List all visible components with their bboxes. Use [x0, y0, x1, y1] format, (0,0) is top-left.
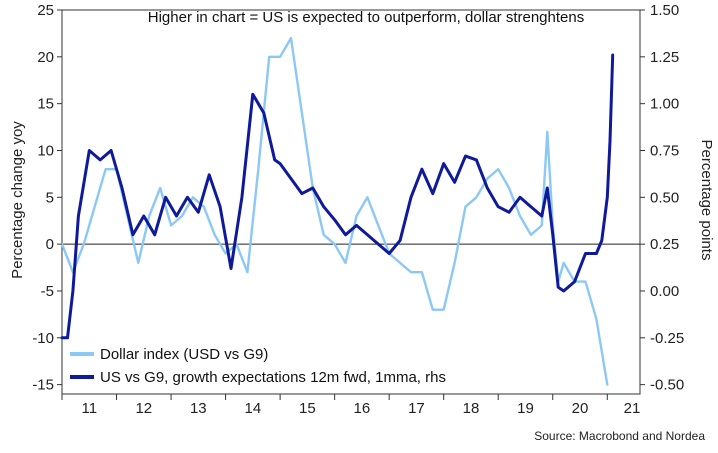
- right-tick-label: 0.00: [650, 283, 679, 300]
- x-tick-label: 21: [624, 400, 641, 417]
- right-tick-label: -0.25: [650, 330, 684, 347]
- right-tick-label: -0.50: [650, 377, 684, 394]
- right-tick-label: 1.50: [650, 2, 679, 19]
- right-tick-label: 1.00: [650, 96, 679, 113]
- legend-label-dollar-index: Dollar index (USD vs G9): [100, 346, 268, 363]
- left-tick-label: -5: [41, 283, 54, 300]
- right-tick-label: 0.50: [650, 189, 679, 206]
- legend-label-growth-expectations: US vs G9, growth expectations 12m fwd, 1…: [100, 369, 446, 386]
- left-tick-label: 20: [37, 49, 54, 66]
- right-tick-label: 0.75: [650, 142, 679, 159]
- right-y-ticks: 1.50 1.25 1.00 0.75 0.50 0.25 0.00 -0.25 -0.50: [640, 2, 684, 394]
- plot-border: [61, 9, 641, 395]
- x-tick-label: 11: [81, 400, 97, 417]
- legend: Dollar index (USD vs G9) US vs G9, growt…: [70, 346, 446, 386]
- x-tick-label: 14: [245, 400, 262, 417]
- left-tick-label: -15: [32, 377, 54, 394]
- x-tick-label: 16: [354, 400, 371, 417]
- series-line-growth-expectations: [60, 53, 615, 340]
- right-axis-title: Percentage points: [698, 140, 715, 261]
- series-layer: [60, 36, 615, 386]
- plot-frame: [61, 9, 641, 395]
- x-tick-label: 13: [190, 400, 207, 417]
- x-tick-label: 20: [572, 400, 589, 417]
- x-tick-label: 15: [299, 400, 316, 417]
- x-tick-label: 17: [408, 400, 425, 417]
- x-tick-label: 19: [517, 400, 534, 417]
- x-tick-label: 12: [135, 400, 152, 417]
- source-note: Source: Macrobond and Nordea: [534, 429, 705, 443]
- right-tick-label: 1.25: [650, 49, 679, 66]
- x-tick-label: 18: [463, 400, 480, 417]
- left-y-ticks: 25 20 15 10 5 0 -5 -10 -15: [32, 2, 62, 394]
- chart-annotation: Higher in chart = US is expected to outp…: [148, 9, 584, 26]
- left-axis-title: Percentage change yoy: [9, 121, 26, 279]
- left-tick-label: 25: [37, 2, 54, 19]
- x-ticks: 11 12 13 14 15 16 17 18 19 20 21: [61, 394, 641, 417]
- left-tick-label: 15: [37, 96, 54, 113]
- left-tick-label: 0: [46, 236, 54, 253]
- series-line-dollar-index: [60, 36, 609, 386]
- right-tick-label: 0.25: [650, 236, 679, 253]
- left-tick-label: 10: [37, 142, 54, 159]
- left-tick-label: -10: [32, 330, 54, 347]
- left-tick-label: 5: [46, 189, 54, 206]
